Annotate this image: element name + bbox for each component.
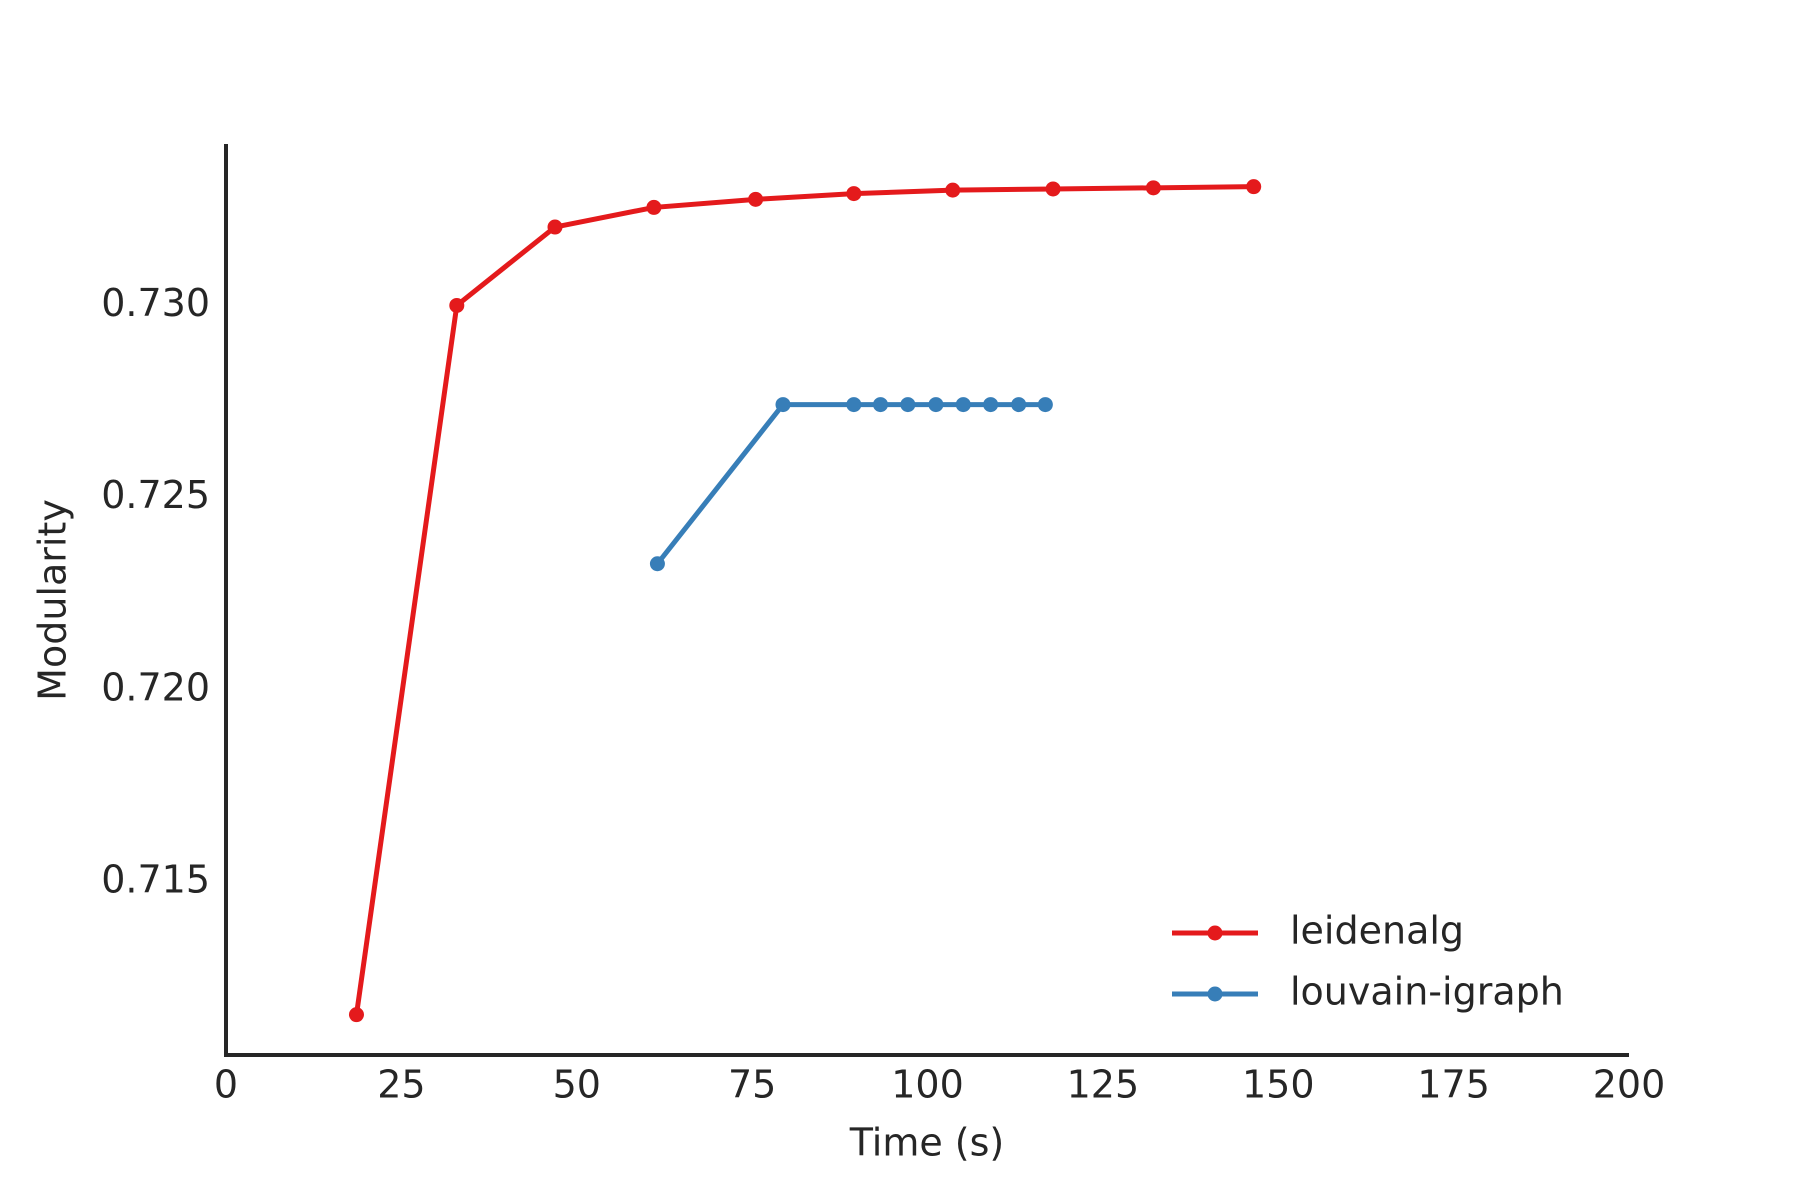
x-tick-label: 100 — [891, 1063, 964, 1107]
y-axis-label: Modularity — [31, 499, 75, 701]
marker — [900, 397, 916, 413]
marker — [348, 1007, 364, 1023]
marker — [649, 556, 665, 572]
line — [354, 184, 1254, 1015]
legend-label: leidenalg — [1290, 909, 1464, 953]
marker — [646, 199, 662, 215]
y-tick-label: 0.715 — [101, 858, 210, 902]
legend-label: louvain-igraph — [1290, 970, 1564, 1014]
x-tick-label: 50 — [553, 1063, 601, 1107]
marker — [872, 397, 888, 413]
x-axis-label: Time (s) — [849, 1121, 1005, 1165]
marker — [1246, 179, 1262, 195]
x-tick-label: 200 — [1593, 1063, 1666, 1107]
y-tick-label: 0.730 — [101, 281, 210, 325]
marker — [1045, 181, 1061, 197]
marker — [449, 297, 465, 313]
marker — [547, 219, 563, 235]
marker — [955, 397, 971, 413]
marker — [846, 186, 862, 202]
marker — [928, 397, 944, 413]
y-tick-label: 0.725 — [101, 473, 210, 517]
marker — [748, 191, 764, 207]
marker — [846, 397, 862, 413]
x-tick-label: 0 — [214, 1063, 238, 1107]
x-tick-label: 75 — [728, 1063, 776, 1107]
y-tick-label: 0.720 — [101, 665, 210, 709]
x-tick-label: 25 — [377, 1063, 425, 1107]
marker — [1037, 397, 1053, 413]
marker — [1145, 180, 1161, 196]
marker — [775, 397, 791, 413]
line — [655, 402, 1046, 566]
marker — [983, 397, 999, 413]
x-tick-label: 125 — [1067, 1063, 1140, 1107]
legend-marker — [1207, 925, 1223, 941]
marker — [945, 182, 961, 198]
x-tick-label: 175 — [1417, 1063, 1490, 1107]
legend-marker — [1207, 986, 1223, 1002]
x-tick-label: 150 — [1242, 1063, 1315, 1107]
marker — [1011, 397, 1027, 413]
